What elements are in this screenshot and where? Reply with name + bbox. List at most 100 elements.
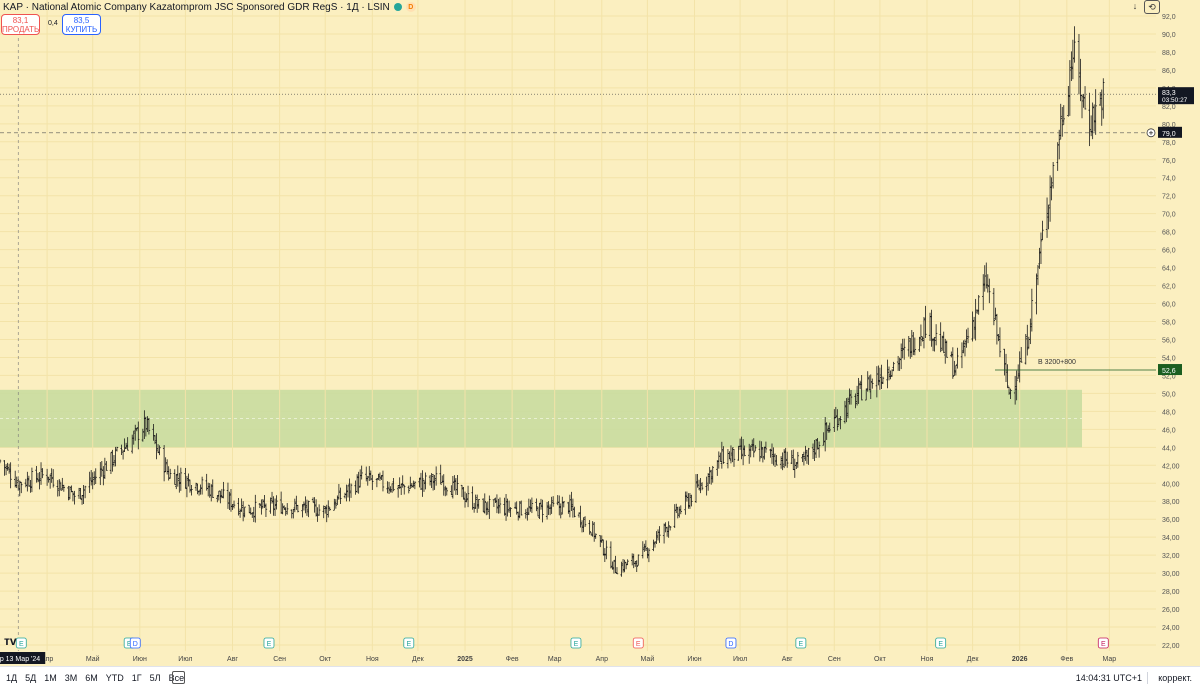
ohlc-bar bbox=[477, 499, 480, 509]
range-1m[interactable]: 1М bbox=[44, 673, 57, 683]
ohlc-bar bbox=[580, 520, 584, 533]
ohlc-bar bbox=[854, 393, 857, 409]
time-tick-label: 2026 bbox=[1012, 656, 1028, 663]
ohlc-bar bbox=[305, 499, 309, 516]
ohlc-bar bbox=[880, 364, 883, 390]
range-all[interactable]: Все bbox=[168, 673, 185, 683]
ohlc-bar bbox=[667, 521, 670, 538]
ohlc-bar bbox=[849, 390, 853, 405]
ohlc-bar bbox=[1047, 204, 1050, 230]
ohlc-bar bbox=[156, 444, 160, 453]
ohlc-bar bbox=[603, 548, 607, 563]
ohlc-bar bbox=[825, 422, 828, 440]
ohlc-bar bbox=[345, 484, 348, 502]
ohlc-bar bbox=[807, 447, 810, 465]
go-to-date-icon[interactable] bbox=[172, 671, 185, 684]
ohlc-bar bbox=[988, 278, 991, 304]
range-1d[interactable]: 1Д bbox=[6, 673, 18, 683]
ohlc-bar bbox=[614, 555, 617, 573]
range-1y[interactable]: 1Г bbox=[131, 673, 142, 683]
ohlc-bar bbox=[592, 521, 596, 542]
ohlc-bar bbox=[339, 487, 342, 504]
ohlc-bar bbox=[243, 506, 246, 518]
spread-value: 0,4 bbox=[48, 20, 58, 27]
ohlc-bar bbox=[132, 430, 135, 445]
ohlc-bar bbox=[1026, 324, 1029, 356]
ohlc-bar bbox=[621, 558, 625, 573]
symbol-title[interactable]: KAP · National Atomic Company Kazatompro… bbox=[3, 1, 390, 13]
ohlc-bar bbox=[229, 489, 233, 512]
ohlc-bar bbox=[1045, 197, 1049, 238]
ohlc-bar bbox=[1048, 175, 1052, 222]
symbol-header[interactable]: KAP · National Atomic Company Kazatompro… bbox=[3, 1, 416, 13]
price-tick-label: 56,0 bbox=[1162, 337, 1176, 344]
range-6m[interactable]: 6М bbox=[85, 673, 98, 683]
ohlc-bar bbox=[1029, 318, 1032, 345]
time-tick-label: Окт bbox=[319, 656, 332, 663]
ohlc-bar bbox=[155, 433, 158, 460]
delayed-data-badge[interactable]: D bbox=[405, 2, 416, 12]
ohlc-bar bbox=[240, 498, 243, 512]
adjust-toggle[interactable]: коррект. bbox=[1158, 673, 1192, 683]
ohlc-bar bbox=[637, 554, 640, 566]
ohlc-bar bbox=[20, 481, 23, 494]
ohlc-bar bbox=[582, 517, 585, 533]
ohlc-bar bbox=[58, 479, 61, 497]
ohlc-bar bbox=[165, 459, 169, 475]
range-3m[interactable]: 3М bbox=[64, 673, 78, 683]
ohlc-bar bbox=[1079, 58, 1082, 102]
ohlc-bar bbox=[50, 468, 53, 483]
ohlc-bar bbox=[913, 337, 917, 356]
ohlc-bar bbox=[784, 447, 787, 467]
buy-button[interactable]: 83,5 КУПИТЬ bbox=[62, 14, 101, 35]
ohlc-bar bbox=[1089, 115, 1093, 137]
sell-button[interactable]: 83,1 ПРОДАТЬ bbox=[1, 14, 40, 35]
ohlc-bar bbox=[241, 501, 245, 522]
ohlc-bar bbox=[626, 559, 629, 566]
ohlc-bar bbox=[656, 529, 660, 541]
ohlc-bar bbox=[15, 476, 18, 489]
range-5d[interactable]: 5Д bbox=[25, 673, 37, 683]
ohlc-bar bbox=[381, 470, 385, 492]
ohlc-bar bbox=[684, 491, 687, 515]
ohlc-bar bbox=[758, 440, 762, 462]
ohlc-bar bbox=[871, 378, 874, 389]
ohlc-bar bbox=[805, 449, 809, 464]
download-icon[interactable]: ↓ bbox=[1132, 1, 1138, 11]
ohlc-bar bbox=[208, 483, 211, 498]
range-buttons: 1Д 5Д 1М 3М 6М YTD 1Г 5Л Все bbox=[6, 673, 184, 683]
ohlc-bar bbox=[696, 474, 699, 488]
ohlc-bar bbox=[728, 451, 731, 460]
ohlc-bar bbox=[1094, 89, 1097, 135]
price-tick-label: 54,0 bbox=[1162, 355, 1176, 362]
ohlc-bar bbox=[855, 385, 859, 406]
ohlc-bar bbox=[615, 567, 619, 575]
ohlc-bar bbox=[573, 506, 576, 518]
ohlc-bar bbox=[418, 477, 421, 488]
ohlc-bar bbox=[837, 418, 841, 426]
ohlc-bar bbox=[396, 484, 400, 498]
auto-scale-icon[interactable]: ⟲ bbox=[1144, 0, 1160, 14]
ohlc-bar bbox=[187, 473, 190, 487]
ohlc-bar bbox=[392, 477, 395, 492]
range-5y[interactable]: 5Л bbox=[149, 673, 161, 683]
dividend-event: D bbox=[133, 641, 138, 648]
ohlc-bar bbox=[412, 480, 415, 488]
range-ytd[interactable]: YTD bbox=[105, 673, 124, 683]
ohlc-bar bbox=[1050, 177, 1053, 201]
tradingview-logo-icon[interactable]: ᴛᴠ bbox=[4, 634, 17, 648]
ohlc-bar bbox=[124, 442, 128, 450]
ohlc-bar bbox=[541, 499, 544, 523]
ohlc-bar bbox=[678, 506, 681, 518]
ohlc-bar bbox=[907, 336, 910, 357]
clock[interactable]: 14:04:31 UTC+1 bbox=[1075, 673, 1142, 683]
ohlc-bar bbox=[190, 485, 193, 496]
ohlc-bar bbox=[304, 496, 307, 514]
time-tick-label: Дек bbox=[412, 656, 425, 663]
ohlc-bar bbox=[348, 478, 351, 502]
ohlc-bar bbox=[866, 371, 869, 392]
ohlc-bar bbox=[779, 456, 783, 469]
ohlc-bar bbox=[1102, 78, 1105, 119]
